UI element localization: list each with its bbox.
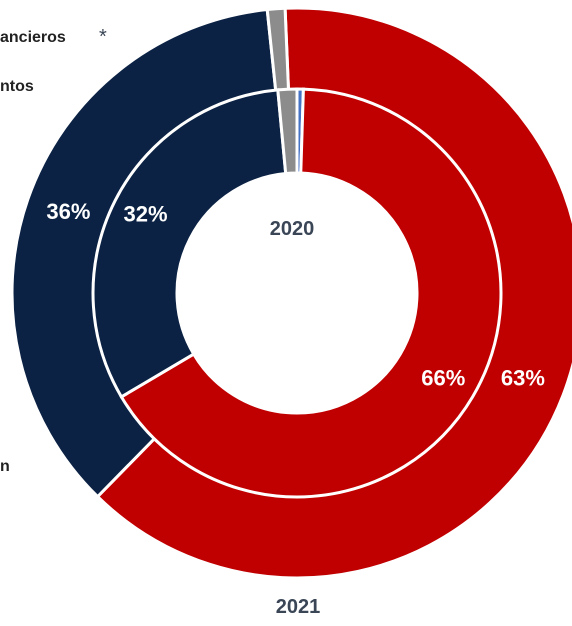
inner-ring-year-label: 2020 <box>270 218 315 240</box>
slice-label-2020-2: 32% <box>124 202 168 227</box>
donut-slice-2020-3 <box>276 87 299 176</box>
slice-label-2021-1: 36% <box>46 199 90 224</box>
legend-fragment-financieros: ancieros <box>0 29 66 46</box>
legend-fragment-ntos: ntos <box>0 78 34 95</box>
donut-slice-2020-1 <box>119 87 503 499</box>
legend-fragment-n: n <box>0 458 10 475</box>
inner-ring-2020 <box>91 87 503 499</box>
donut-slice-2020-2 <box>91 88 288 399</box>
slice-label-2020-1: 66% <box>421 365 465 390</box>
slice-labels: 63% 36% 66% 32% <box>46 199 545 390</box>
legend-fragment-asterisk: * <box>99 26 107 48</box>
outer-ring-year-label: 2021 <box>276 596 321 618</box>
slice-label-2021-0: 63% <box>501 366 545 391</box>
